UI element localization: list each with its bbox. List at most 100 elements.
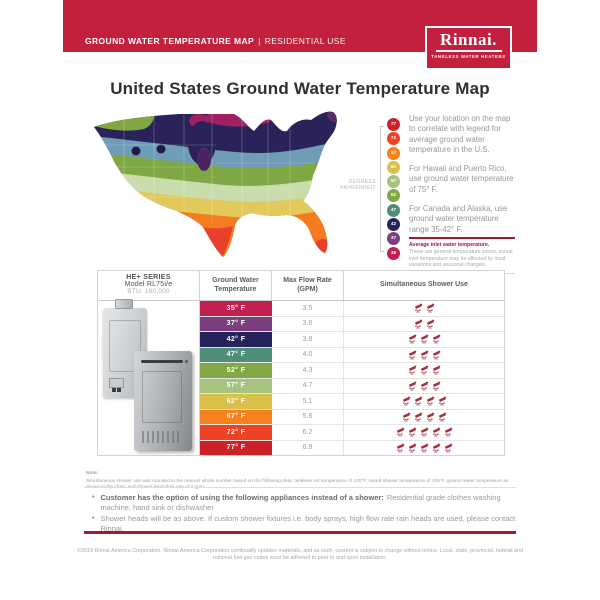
shower-icon xyxy=(408,365,416,375)
table-row-35: 35° F 3.5 xyxy=(200,301,504,317)
shower-icon xyxy=(408,334,416,344)
table-row-72: 72° F 6.2 xyxy=(200,425,504,441)
map-paragraph-2: For Hawaii and Puerto Rico, use ground w… xyxy=(409,164,514,194)
shower-icons-cell xyxy=(344,301,504,316)
heater-front-panel xyxy=(109,320,141,372)
shower-icons-cell xyxy=(344,348,504,363)
shower-icon xyxy=(426,396,434,406)
logo-underline xyxy=(435,50,502,52)
logo-tagline: TANKLESS WATER HEATERS xyxy=(431,54,506,59)
shower-icons-cell xyxy=(344,363,504,378)
product-images xyxy=(98,299,199,455)
shower-icon xyxy=(420,350,428,360)
map-paragraph-1: Use your location on the map to correlat… xyxy=(409,114,511,154)
header-max-flow-rate: Max Flow Rate (GPM) xyxy=(272,271,344,300)
rinnai-logo: Rinnai. TANKLESS WATER HEATERS xyxy=(425,26,512,70)
shower-icon xyxy=(402,396,410,406)
gpm-cell: 3.8 xyxy=(272,332,344,347)
shower-icon xyxy=(408,350,416,360)
legend-list: 77 72 67 62 57 52 47 42 37 35 xyxy=(387,118,400,260)
temperature-cell: 35° F xyxy=(200,301,272,316)
header-title: GROUND WATER TEMPERATURE MAP | RESIDENTIAL… xyxy=(85,36,346,46)
footer-rule xyxy=(84,531,516,534)
bullet-marker: • xyxy=(92,515,95,523)
heater-vent-pipe xyxy=(115,299,133,309)
outdoor-water-heater-image xyxy=(134,351,192,451)
shower-icon xyxy=(420,427,428,437)
shower-icon xyxy=(414,303,422,313)
temperature-cell: 47° F xyxy=(200,347,272,362)
legend-circle-47: 47 xyxy=(387,203,400,217)
shower-icon xyxy=(444,443,452,453)
table-row-77: 77° F 6.9 xyxy=(200,440,504,455)
table-row-42: 42° F 3.8 xyxy=(200,332,504,348)
legend-circle-62: 62 xyxy=(387,160,400,174)
shower-icon xyxy=(426,412,434,422)
shower-icon xyxy=(426,303,434,313)
temperature-cell: 62° F xyxy=(200,394,272,409)
rinnai-wordmark: Rinnai. xyxy=(440,30,497,49)
shower-icon xyxy=(444,427,452,437)
footnote-body: Simultaneous shower use was rounded to t… xyxy=(86,479,509,490)
gpm-cell: 4.3 xyxy=(272,363,344,378)
legend-circle-42: 42 xyxy=(387,218,400,232)
temperature-cell: 42° F xyxy=(200,332,272,347)
heater-bottom-vents xyxy=(142,431,182,443)
heater-front-panel xyxy=(142,371,182,423)
shower-icons-cell xyxy=(344,379,504,394)
shower-icon xyxy=(414,319,422,329)
product-series: HE+ SERIES xyxy=(126,274,171,281)
degrees-fahrenheit-label: DEGREES FAHRENHEIT xyxy=(340,179,376,191)
gpm-cell: 3.5 xyxy=(272,301,344,316)
us-map-graphic xyxy=(94,111,337,258)
table-row-57: 57° F 4.7 xyxy=(200,378,504,394)
legend-circle-72: 72 xyxy=(387,132,400,146)
bullet-item-1: • Customer has the option of using the f… xyxy=(92,493,516,512)
table-row-52: 52° F 4.3 xyxy=(200,363,504,379)
legend-circle-57: 57 xyxy=(387,175,400,189)
shower-icon xyxy=(432,334,440,344)
shower-icons-cell xyxy=(344,317,504,332)
bullet-item-2: • Shower heads will be as above. If cust… xyxy=(92,514,516,533)
footnote-label: Note: xyxy=(86,471,99,476)
shower-icon xyxy=(414,412,422,422)
map-instructions: Use your location on the map to correlat… xyxy=(409,114,515,244)
table-row-62: 62° F 5.1 xyxy=(200,394,504,410)
shower-icon xyxy=(420,365,428,375)
temperature-cell: 77° F xyxy=(200,440,272,455)
header-separator: | xyxy=(258,36,261,46)
bullet-2-text: Shower heads will be as above. If custom… xyxy=(100,514,516,533)
table-row-67: 67° F 5.6 xyxy=(200,409,504,425)
bullet-list: • Customer has the option of using the f… xyxy=(92,493,516,535)
shower-icon xyxy=(420,334,428,344)
legend-circle-67: 67 xyxy=(387,146,400,160)
legend-circle-77: 77 xyxy=(387,118,400,131)
legend-circle-35: 35 xyxy=(387,246,400,260)
legend-circle-52: 52 xyxy=(387,189,400,203)
table-row-37: 37° F 3.6 xyxy=(200,316,504,332)
shower-icon xyxy=(408,427,416,437)
legend-bracket xyxy=(380,126,384,252)
temperature-cell: 52° F xyxy=(200,363,272,378)
data-columns: Ground Water Temperature Max Flow Rate (… xyxy=(200,271,504,455)
shower-icon xyxy=(420,381,428,391)
product-model: Model RL75i/e xyxy=(124,281,173,288)
product-header: HE+ SERIES Model RL75i/e BTU: 180,000 xyxy=(98,271,199,301)
shower-icons-cell xyxy=(344,394,504,409)
shower-icon xyxy=(408,381,416,391)
gpm-cell: 4.0 xyxy=(272,347,344,362)
temperature-cell: 37° F xyxy=(200,316,272,331)
temperature-cell: 67° F xyxy=(200,409,272,424)
bullet-1-bold: Customer has the option of using the fol… xyxy=(100,493,384,502)
shower-icon xyxy=(396,443,404,453)
shower-icon xyxy=(438,412,446,422)
inlet-temperature-note: Average inlet water temperature. These a… xyxy=(409,237,515,274)
heater-vent-slot xyxy=(141,360,188,363)
bullet-marker: • xyxy=(92,494,95,501)
gpm-cell: 5.6 xyxy=(272,409,344,424)
shower-icon xyxy=(432,427,440,437)
header-simultaneous-shower-use: Simultaneous Shower Use xyxy=(380,281,468,289)
table-row-47: 47° F 4.0 xyxy=(200,347,504,363)
shower-icons-cell xyxy=(344,425,504,440)
gpm-cell: 4.7 xyxy=(272,378,344,393)
